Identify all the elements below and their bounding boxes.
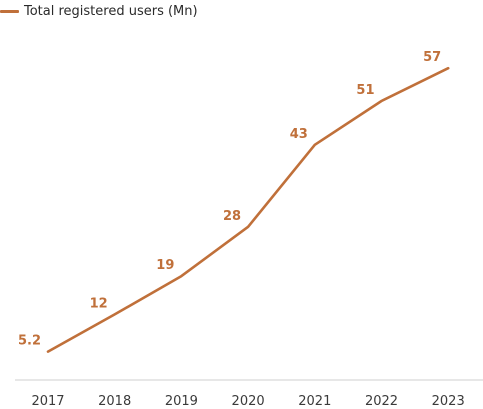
series-line [46, 66, 450, 353]
data-label: 12 [90, 296, 108, 311]
x-tick-label: 2018 [98, 394, 131, 409]
x-tick-label: 2017 [31, 394, 64, 409]
x-tick-label: 2020 [232, 394, 265, 409]
x-tick-labels: 2017 2018 2019 2020 2021 2022 2023 [31, 394, 464, 409]
x-tick-label: 2021 [298, 394, 331, 409]
data-label: 51 [356, 83, 374, 98]
data-labels: 5.2 12 19 28 43 51 57 [18, 50, 441, 348]
data-label: 28 [223, 209, 241, 224]
legend-swatch [0, 9, 19, 13]
x-tick-label: 2023 [432, 394, 465, 409]
x-tick-label: 2019 [165, 394, 198, 409]
x-tick-label: 2022 [365, 394, 398, 409]
data-label: 57 [423, 50, 441, 65]
legend-label: Total registered users (Mn) [24, 3, 198, 19]
data-label: 5.2 [18, 334, 41, 349]
legend: Total registered users (Mn) [0, 1, 198, 21]
data-label: 43 [290, 127, 308, 142]
data-label: 19 [156, 258, 174, 273]
